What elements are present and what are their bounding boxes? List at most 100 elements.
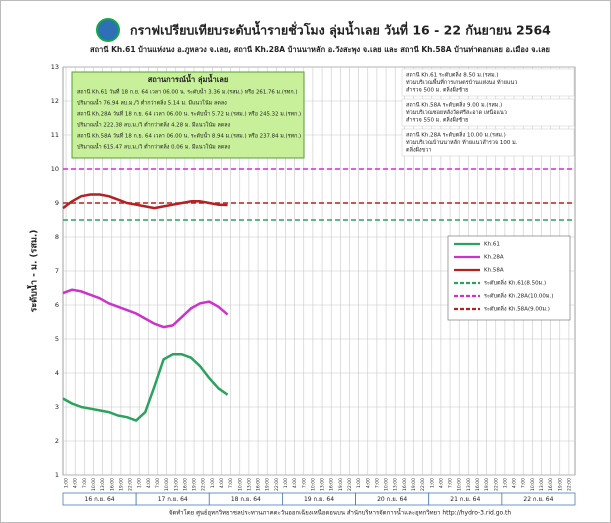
x-tick-label: 7:00 xyxy=(301,478,307,488)
x-tick-label: 13:00 xyxy=(466,478,472,491)
x-tick-label: 19:00 xyxy=(484,478,490,491)
x-tick-label: 19:00 xyxy=(265,478,271,491)
x-tick-label: 1:00 xyxy=(429,478,435,488)
x-tick-label: 10:00 xyxy=(384,478,390,491)
situation-line: ปริมาณน้ำ 222.38 ลบ.ม./วิ ต่ำกว่าตลิ่ง 4… xyxy=(77,121,231,129)
situation-title: สถานการณ์น้ำ ลุ่มน้ำเลย xyxy=(148,73,229,84)
legend-label: ระดับตลิ่ง Kh.28A(10.00ม.) xyxy=(484,292,553,300)
y-tick-label: 8 xyxy=(55,233,59,241)
series-line xyxy=(62,193,228,210)
x-tick-label: 19:00 xyxy=(557,478,563,491)
y-tick-label: 4 xyxy=(55,369,59,377)
legend-label: Kh.61 xyxy=(484,242,500,248)
note-line: ท่วมบริเวณพื้นที่การเกษตรบ้านแห่งนง ท้าย… xyxy=(406,78,517,86)
y-tick-label: 11 xyxy=(51,131,59,139)
day-label: 20 ก.ย. 64 xyxy=(377,496,407,503)
x-tick-label: 1:00 xyxy=(283,478,289,488)
situation-box xyxy=(71,71,305,159)
note-line: สำรวจ 500 ม. ตลิ่งฝั่งซ้าย xyxy=(406,86,468,94)
legend-label: Kh.58A xyxy=(484,268,504,274)
x-tick-label: 10:00 xyxy=(164,478,170,491)
day-label: 22 ก.ย. 64 xyxy=(523,496,553,503)
x-tick-label: 16:00 xyxy=(475,478,481,491)
footer: จัดทำโดย ศูนย์อุทกวิทยาชลประทานภาคตะวันอ… xyxy=(169,507,512,517)
x-tick-label: 13:00 xyxy=(246,478,252,491)
note-line: สถานี Kh.61 ระดับตลิ่ง 8.50 ม.(รสม.) xyxy=(406,71,499,79)
x-tick-label: 1:00 xyxy=(502,478,508,488)
legend xyxy=(447,235,571,321)
legend-label: ระดับตลิ่ง Kh.61(8.50ม.) xyxy=(484,279,546,287)
note-line: สถานี Kh.58A ระดับตลิ่ง 9.00 ม.(รสม.) xyxy=(406,101,502,109)
x-tick-label: 4:00 xyxy=(438,478,444,488)
x-tick-label: 10:00 xyxy=(530,478,536,491)
x-tick-label: 16:00 xyxy=(329,478,335,491)
x-tick-label: 19:00 xyxy=(338,478,344,491)
x-tick-label: 13:00 xyxy=(173,478,179,491)
x-tick-label: 16:00 xyxy=(256,478,262,491)
note-line: ตลิ่งฝั่งขวา xyxy=(406,146,431,154)
x-tick-label: 22:00 xyxy=(347,478,353,491)
x-tick-label: 4:00 xyxy=(512,478,518,488)
y-tick-label: 5 xyxy=(55,335,59,343)
x-tick-label: 19:00 xyxy=(118,478,124,491)
day-box xyxy=(501,492,576,506)
legend-label: ระดับตลิ่ง Kh.58A(9.00ม.) xyxy=(484,305,550,313)
x-tick-label: 13:00 xyxy=(539,478,545,491)
x-tick-label: 22:00 xyxy=(566,478,572,491)
day-label: 17 ก.ย. 64 xyxy=(158,496,188,503)
x-tick-label: 7:00 xyxy=(521,478,527,488)
x-tick-label: 19:00 xyxy=(411,478,417,491)
x-tick-label: 1:00 xyxy=(64,478,70,488)
x-tick-label: 7:00 xyxy=(374,478,380,488)
situation-line: ปริมาณน้ำ 76.94 ลบ.ม./วิ ต่ำกว่าตลิ่ง 5.… xyxy=(77,99,227,107)
day-label: 19 ก.ย. 64 xyxy=(304,496,334,503)
x-tick-label: 16:00 xyxy=(402,478,408,491)
chart-subtitle: สถานี Kh.61 บ้านแห่งนง อ.ภูหลวง จ.เลย, ส… xyxy=(90,45,550,55)
y-tick-label: 1 xyxy=(55,471,59,479)
x-tick-label: 1:00 xyxy=(356,478,362,488)
y-tick-label: 13 xyxy=(51,63,59,71)
note-line: สำรวจ 550 ม. ตลิ่งฝั่งซ้าย xyxy=(406,116,468,124)
x-tick-label: 7:00 xyxy=(448,478,454,488)
x-tick-label: 4:00 xyxy=(219,478,225,488)
x-tick-label: 10:00 xyxy=(91,478,97,491)
logo xyxy=(96,18,120,42)
situation-line: สถานี Kh.61 วันที่ 18 ก.ย. 64 เวลา 06.00… xyxy=(77,88,297,96)
note-box xyxy=(401,98,575,127)
x-tick-label: 16:00 xyxy=(182,478,188,491)
y-axis-label: ระดับน้ำ - ม. (รสม.) xyxy=(27,230,40,313)
series-line xyxy=(62,353,229,422)
x-tick-label: 7:00 xyxy=(82,478,88,488)
x-tick-label: 22:00 xyxy=(201,478,207,491)
chart-title: กราฟเปรียบเทียบระดับน้ำรายชั่วโมง ลุ่มน้… xyxy=(130,21,551,39)
situation-line: สถานี Kh.28A วันที่ 18 ก.ย. 64 เวลา 06.0… xyxy=(77,110,301,118)
x-tick-label: 10:00 xyxy=(457,478,463,491)
x-tick-label: 1:00 xyxy=(137,478,143,488)
x-tick-label: 13:00 xyxy=(393,478,399,491)
y-tick-label: 9 xyxy=(55,199,59,207)
y-tick-label: 2 xyxy=(55,437,59,445)
situation-line: ปริมาณน้ำ 615.47 ลบ.ม./วิ ต่ำกว่าตลิ่ง 0… xyxy=(77,143,231,151)
x-tick-label: 16:00 xyxy=(548,478,554,491)
x-tick-label: 4:00 xyxy=(292,478,298,488)
y-tick-label: 12 xyxy=(51,97,59,105)
x-tick-label: 16:00 xyxy=(109,478,115,491)
x-tick-label: 4:00 xyxy=(146,478,152,488)
day-label: 21 ก.ย. 64 xyxy=(450,496,480,503)
note-line: ท่วมบริเวณซอยหลังวัดศรีสะอาด เหนือแนว xyxy=(406,109,507,116)
note-box xyxy=(401,68,575,97)
x-tick-label: 7:00 xyxy=(228,478,234,488)
x-tick-label: 22:00 xyxy=(274,478,280,491)
legend-label: Kh.28A xyxy=(484,255,504,261)
x-tick-label: 10:00 xyxy=(310,478,316,491)
y-tick-label: 10 xyxy=(51,165,59,173)
x-tick-label: 13:00 xyxy=(320,478,326,491)
day-label: 18 ก.ย. 64 xyxy=(231,496,261,503)
x-tick-label: 7:00 xyxy=(155,478,161,488)
situation-line: สถานี Kh.58A วันที่ 18 ก.ย. 64 เวลา 06.0… xyxy=(77,132,301,140)
y-tick-label: 7 xyxy=(55,267,59,275)
x-tick-label: 10:00 xyxy=(237,478,243,491)
note-line: ท่วมบริเวณบ้านนาหลัก ท้ายแนวสำรวจ 100 ม. xyxy=(406,139,518,146)
x-tick-label: 22:00 xyxy=(420,478,426,491)
